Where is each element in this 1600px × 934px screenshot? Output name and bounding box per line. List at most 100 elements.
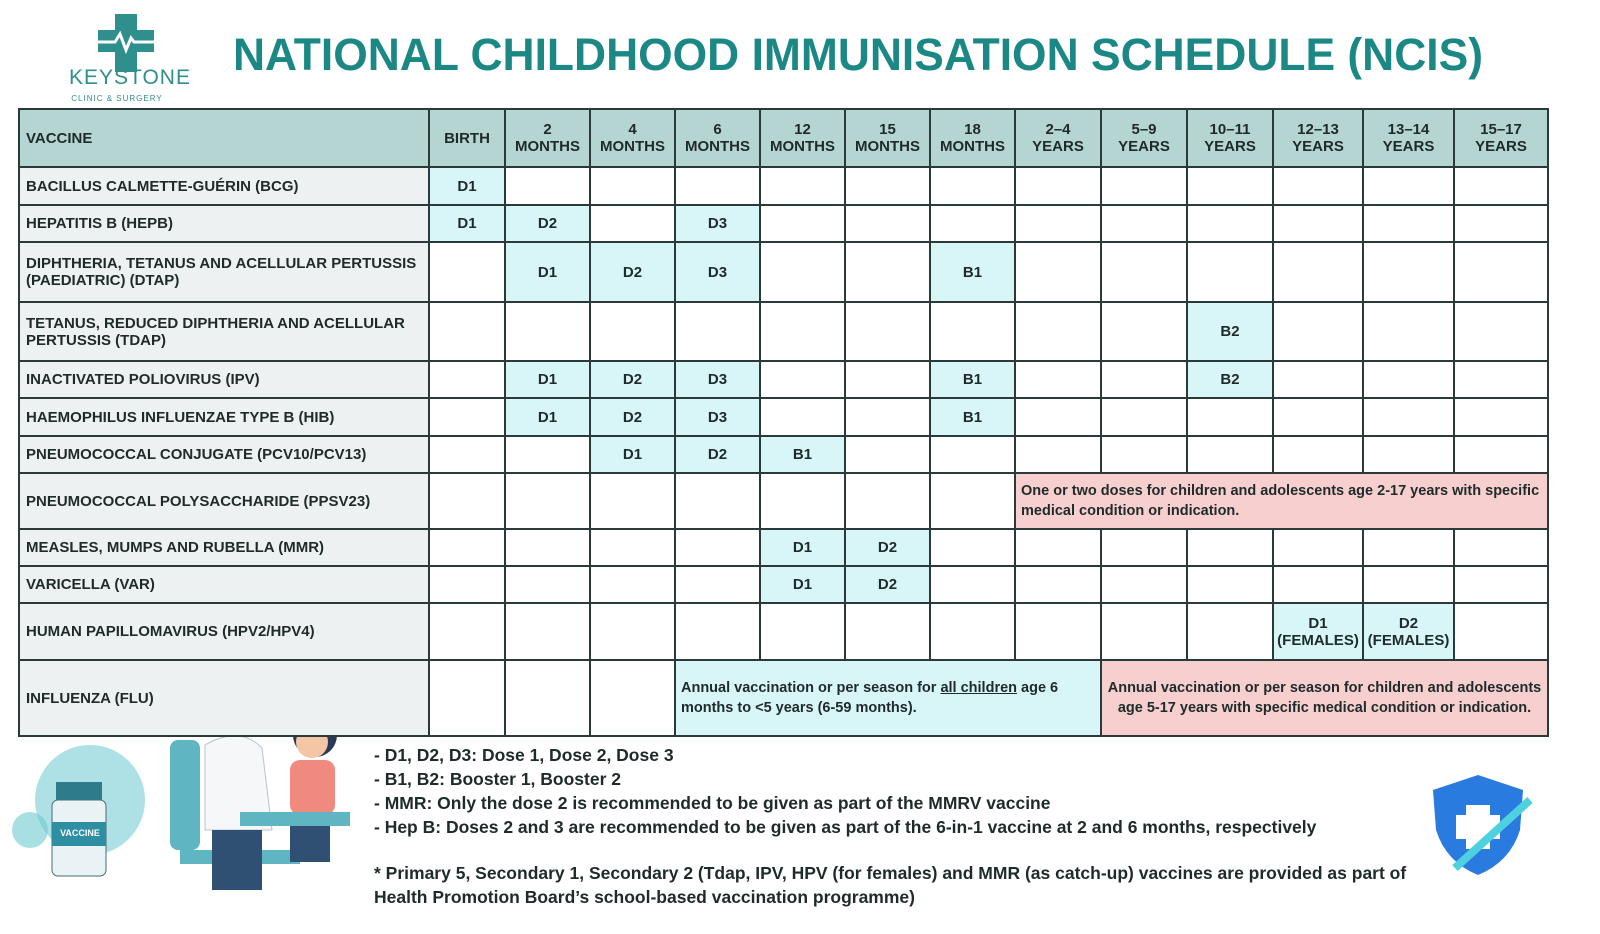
shield-icon bbox=[1433, 775, 1533, 875]
empty-cell bbox=[1274, 399, 1364, 437]
empty-cell bbox=[1102, 303, 1188, 362]
vaccine-name: DIPHTHERIA, TETANUS AND ACELLULAR PERTUS… bbox=[20, 243, 430, 303]
empty-cell bbox=[506, 567, 591, 604]
empty-cell bbox=[1102, 243, 1188, 303]
empty-cell bbox=[1455, 399, 1549, 437]
empty-cell bbox=[1455, 206, 1549, 243]
column-header: 15–17 YEARS bbox=[1455, 110, 1549, 168]
empty-cell bbox=[761, 303, 846, 362]
vaccine-name: VARICELLA (VAR) bbox=[20, 567, 430, 604]
empty-cell bbox=[761, 474, 846, 530]
empty-cell bbox=[506, 661, 591, 737]
dose-cell: D1 bbox=[506, 399, 591, 437]
legend-line: - B1, B2: Booster 1, Booster 2 bbox=[374, 769, 621, 789]
empty-cell bbox=[931, 604, 1016, 661]
empty-cell bbox=[591, 604, 676, 661]
empty-cell bbox=[846, 474, 931, 530]
empty-cell bbox=[1102, 604, 1188, 661]
empty-cell bbox=[1274, 437, 1364, 474]
empty-cell bbox=[931, 206, 1016, 243]
empty-cell bbox=[1188, 437, 1274, 474]
column-header: BIRTH bbox=[430, 110, 506, 168]
empty-cell bbox=[1102, 437, 1188, 474]
empty-cell bbox=[430, 399, 506, 437]
empty-cell bbox=[761, 206, 846, 243]
note-cell: Annual vaccination or per season for chi… bbox=[1102, 661, 1549, 737]
dose-cell: D2 bbox=[506, 206, 591, 243]
empty-cell bbox=[506, 168, 591, 206]
column-header: 6 MONTHS bbox=[676, 110, 761, 168]
dose-cell: B2 bbox=[1188, 362, 1274, 399]
note-part: age 6 months to <5 years (6-59 months). bbox=[681, 680, 1059, 716]
header-cell: VACCINE bbox=[20, 110, 430, 168]
empty-cell bbox=[1188, 567, 1274, 604]
dose-cell: D1 (FEMALES) bbox=[1274, 604, 1364, 661]
dose-cell: D1 bbox=[761, 567, 846, 604]
column-header: 15 MONTHS bbox=[846, 110, 931, 168]
empty-cell bbox=[1274, 243, 1364, 303]
empty-cell bbox=[1016, 243, 1102, 303]
empty-cell bbox=[931, 437, 1016, 474]
dose-cell: D2 bbox=[591, 362, 676, 399]
dose-cell: D1 bbox=[591, 437, 676, 474]
dose-cell: D2 bbox=[591, 399, 676, 437]
dose-cell: B1 bbox=[931, 243, 1016, 303]
empty-cell bbox=[1016, 168, 1102, 206]
column-header: 12 MONTHS bbox=[761, 110, 846, 168]
empty-cell bbox=[1455, 243, 1549, 303]
empty-cell bbox=[931, 474, 1016, 530]
dose-cell: D2 (FEMALES) bbox=[1364, 604, 1455, 661]
dose-cell: D1 bbox=[506, 362, 591, 399]
empty-cell bbox=[1455, 530, 1549, 567]
empty-cell bbox=[1188, 399, 1274, 437]
empty-cell bbox=[1364, 567, 1455, 604]
empty-cell bbox=[931, 168, 1016, 206]
empty-cell bbox=[676, 530, 761, 567]
dose-cell: D1 bbox=[506, 243, 591, 303]
empty-cell bbox=[676, 604, 761, 661]
logo-name: KEYSTONE bbox=[69, 66, 191, 89]
empty-cell bbox=[676, 567, 761, 604]
empty-cell bbox=[506, 303, 591, 362]
column-header: 10–11 YEARS bbox=[1188, 110, 1274, 168]
empty-cell bbox=[1188, 604, 1274, 661]
vaccine-name: BACILLUS CALMETTE-GUÉRIN (BCG) bbox=[20, 168, 430, 206]
empty-cell bbox=[761, 168, 846, 206]
vaccine-name: INACTIVATED POLIOVIRUS (IPV) bbox=[20, 362, 430, 399]
empty-cell bbox=[1016, 303, 1102, 362]
note-part: Annual vaccination or per season for bbox=[681, 680, 941, 696]
empty-cell bbox=[430, 303, 506, 362]
vaccine-name: HAEMOPHILUS INFLUENZAE TYPE B (HIB) bbox=[20, 399, 430, 437]
note-cell: Annual vaccination or per season for all… bbox=[676, 661, 1102, 737]
legend-line: - D1, D2, D3: Dose 1, Dose 2, Dose 3 bbox=[374, 745, 674, 765]
empty-cell bbox=[506, 474, 591, 530]
empty-cell bbox=[1274, 303, 1364, 362]
empty-cell bbox=[506, 530, 591, 567]
empty-cell bbox=[591, 303, 676, 362]
vial-illustration bbox=[12, 745, 145, 877]
dose-cell: D2 bbox=[676, 437, 761, 474]
column-header: 13–14 YEARS bbox=[1364, 110, 1455, 168]
empty-cell bbox=[591, 206, 676, 243]
empty-cell bbox=[591, 661, 676, 737]
empty-cell bbox=[1188, 243, 1274, 303]
empty-cell bbox=[1364, 362, 1455, 399]
empty-cell bbox=[591, 567, 676, 604]
vaccine-name: PNEUMOCOCCAL POLYSACCHARIDE (PPSV23) bbox=[20, 474, 430, 530]
empty-cell bbox=[1455, 303, 1549, 362]
dose-cell: D2 bbox=[846, 567, 931, 604]
column-header: 12–13 YEARS bbox=[1274, 110, 1364, 168]
column-header: 2 MONTHS bbox=[506, 110, 591, 168]
empty-cell bbox=[430, 243, 506, 303]
empty-cell bbox=[931, 303, 1016, 362]
empty-cell bbox=[846, 206, 931, 243]
empty-cell bbox=[846, 604, 931, 661]
empty-cell bbox=[1016, 604, 1102, 661]
empty-cell bbox=[506, 604, 591, 661]
empty-cell bbox=[1455, 604, 1549, 661]
empty-cell bbox=[846, 437, 931, 474]
vaccine-name: PNEUMOCOCCAL CONJUGATE (PCV10/PCV13) bbox=[20, 437, 430, 474]
dose-cell: D3 bbox=[676, 399, 761, 437]
footnote: * Primary 5, Secondary 1, Secondary 2 (T… bbox=[374, 863, 1407, 907]
empty-cell bbox=[1274, 168, 1364, 206]
